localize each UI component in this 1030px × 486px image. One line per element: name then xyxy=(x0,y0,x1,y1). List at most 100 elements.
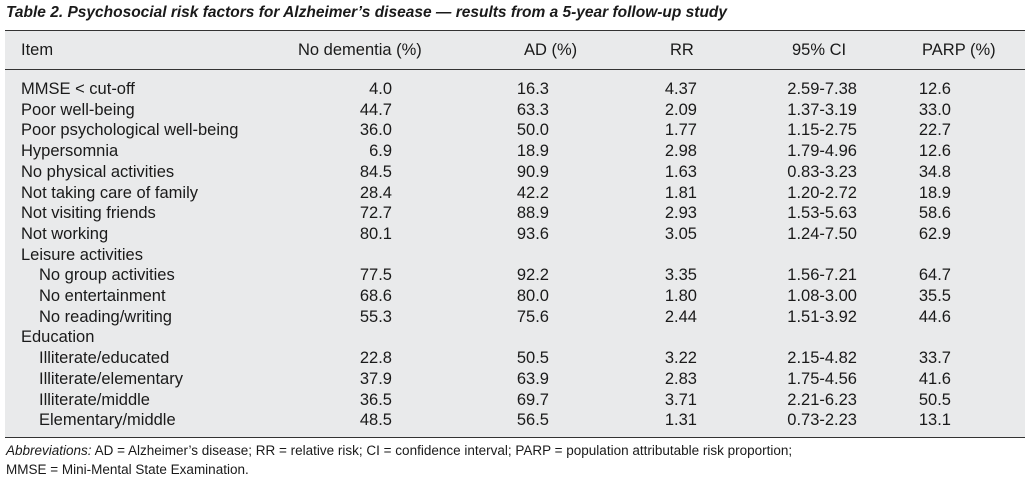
cell-rr: 1.77 xyxy=(664,121,697,140)
cell-ci: 1.75-4.56 xyxy=(787,369,857,388)
cell-ad: 75.6 xyxy=(516,307,549,326)
cell-parp: 35.5 xyxy=(918,287,951,305)
cell-ad: 18.9 xyxy=(516,142,549,161)
cell-no-dementia: 6.9 xyxy=(369,142,392,161)
table-row: No physical activities 84.5 90.9 1.63 0.83-3… xyxy=(5,162,1025,183)
cell-no-dementia: 68.6 xyxy=(359,287,392,305)
group-label: Leisure activities xyxy=(21,245,143,264)
footnote-text-line1: AD = Alzheimer’s disease; RR = relative … xyxy=(91,443,793,458)
cell-ad: 88.9 xyxy=(516,204,549,223)
cell-ad: 90.9 xyxy=(516,162,549,181)
cell-ad: 80.0 xyxy=(516,287,549,305)
table-row: Not visiting friends 72.7 88.9 2.93 1.53-5.6… xyxy=(5,203,1025,224)
cell-item: No entertainment xyxy=(39,287,166,305)
cell-no-dementia: 48.5 xyxy=(359,411,392,430)
cell-no-dementia: 22.8 xyxy=(359,349,392,368)
cell-ci: 1.24-7.50 xyxy=(787,224,857,243)
cell-rr: 3.22 xyxy=(664,349,697,368)
cell-parp: 62.9 xyxy=(918,224,951,243)
cell-ad: 42.2 xyxy=(516,183,549,202)
cell-ci: 0.83-3.23 xyxy=(787,162,857,181)
table-row: No entertainment 68.6 80.0 1.80 1.08-3.00 35.… xyxy=(5,286,1025,307)
table-row: Illiterate/educated 22.8 50.5 3.22 2.15-4.82… xyxy=(5,348,1025,369)
cell-rr: 2.44 xyxy=(664,307,697,326)
cell-parp: 18.9 xyxy=(918,183,951,202)
cell-ad: 16.3 xyxy=(516,80,549,98)
cell-ci: 1.37-3.19 xyxy=(787,100,857,119)
cell-parp: 33.0 xyxy=(918,100,951,119)
table-row: MMSE < cut-off 4.0 16.3 4.37 2.59-7.38 12.6 xyxy=(5,79,1025,100)
cell-ad: 56.5 xyxy=(516,411,549,430)
header-ad: AD (%) xyxy=(524,41,578,59)
cell-rr: 2.09 xyxy=(664,100,697,119)
cell-no-dementia: 4.0 xyxy=(369,80,392,98)
cell-no-dementia: 84.5 xyxy=(359,162,392,181)
table-row: Illiterate/middle 36.5 69.7 3.71 2.21-6.23 50… xyxy=(5,390,1025,411)
cell-ci: 1.20-2.72 xyxy=(787,183,857,202)
cell-parp: 64.7 xyxy=(918,266,951,285)
cell-rr: 3.71 xyxy=(664,390,697,409)
cell-ad: 63.3 xyxy=(516,100,549,119)
cell-ci: 1.56-7.21 xyxy=(787,266,857,285)
cell-item: Not taking care of family xyxy=(21,183,198,202)
header-rr: RR xyxy=(670,41,694,59)
header-item: Item xyxy=(21,41,54,59)
cell-ad: 93.6 xyxy=(516,224,549,243)
cell-ci: 1.15-2.75 xyxy=(787,121,857,140)
cell-item: Illiterate/elementary xyxy=(39,369,183,388)
cell-rr: 3.35 xyxy=(664,266,697,285)
cell-no-dementia: 80.1 xyxy=(359,224,392,243)
cell-no-dementia: 55.3 xyxy=(359,307,392,326)
table-footnote: Abbreviations: AD = Alzheimer’s disease;… xyxy=(6,441,1021,479)
cell-ad: 92.2 xyxy=(516,266,549,285)
cell-item: No reading/writing xyxy=(39,307,172,326)
cell-item: Poor psychological well-being xyxy=(21,121,239,140)
cell-ci: 1.53-5.63 xyxy=(787,204,857,223)
header-no-dementia: No dementia (%) xyxy=(298,41,422,59)
table-row: Poor well-being 44.7 63.3 2.09 1.37-3.19 33.0 xyxy=(5,100,1025,121)
cell-rr: 1.80 xyxy=(664,287,697,305)
cell-item: MMSE < cut-off xyxy=(21,80,135,98)
cell-no-dementia: 77.5 xyxy=(359,266,392,285)
cell-rr: 2.98 xyxy=(664,142,697,161)
cell-ci: 1.79-4.96 xyxy=(787,142,857,161)
cell-no-dementia: 36.5 xyxy=(359,390,392,409)
footnote-label: Abbreviations: xyxy=(6,443,92,458)
table-group-row: Leisure activities xyxy=(5,245,1025,266)
table-group-row: Education xyxy=(5,327,1025,348)
cell-rr: 3.05 xyxy=(664,224,697,243)
table-row: Not taking care of family 28.4 42.2 1.81 1.2… xyxy=(5,183,1025,204)
table-row: Hypersomnia 6.9 18.9 2.98 1.79-4.96 12.6 xyxy=(5,141,1025,162)
cell-parp: 12.6 xyxy=(918,80,951,98)
cell-item: No physical activities xyxy=(21,162,175,181)
cell-no-dementia: 44.7 xyxy=(359,100,392,119)
cell-parp: 33.7 xyxy=(918,349,951,368)
cell-ad: 63.9 xyxy=(516,369,549,388)
table-row: Not working 80.1 93.6 3.05 1.24-7.50 62.9 xyxy=(5,224,1025,245)
cell-item: Not visiting friends xyxy=(21,204,156,223)
cell-item: Hypersomnia xyxy=(21,142,119,161)
table-row: Illiterate/elementary 37.9 63.9 2.83 1.75-4.… xyxy=(5,369,1025,390)
header-ci: 95% CI xyxy=(792,41,847,59)
cell-item: No group activities xyxy=(39,266,175,285)
cell-no-dementia: 37.9 xyxy=(359,369,392,388)
cell-no-dementia: 36.0 xyxy=(359,121,392,140)
cell-rr: 2.83 xyxy=(664,369,697,388)
cell-parp: 13.1 xyxy=(918,411,951,430)
table-header-row: Item No dementia (%) AD (%) RR 95% CI PA… xyxy=(5,31,1025,70)
cell-parp: 12.6 xyxy=(918,142,951,161)
cell-rr: 1.31 xyxy=(664,411,697,430)
cell-parp: 34.8 xyxy=(918,162,951,181)
cell-item: Illiterate/middle xyxy=(39,390,150,409)
cell-parp: 44.6 xyxy=(918,307,951,326)
table-row: Poor psychological well-being 36.0 50.0 1.7… xyxy=(5,120,1025,141)
cell-ad: 50.0 xyxy=(516,121,549,140)
cell-parp: 41.6 xyxy=(918,369,951,388)
cell-rr: 1.81 xyxy=(664,183,697,202)
cell-ci: 1.08-3.00 xyxy=(787,287,857,305)
cell-ad: 50.5 xyxy=(516,349,549,368)
cell-parp: 58.6 xyxy=(918,204,951,223)
cell-item: Not working xyxy=(21,224,109,243)
table-row: No group activities 77.5 92.2 3.35 1.56-7.21… xyxy=(5,265,1025,286)
cell-ci: 0.73-2.23 xyxy=(787,411,857,430)
